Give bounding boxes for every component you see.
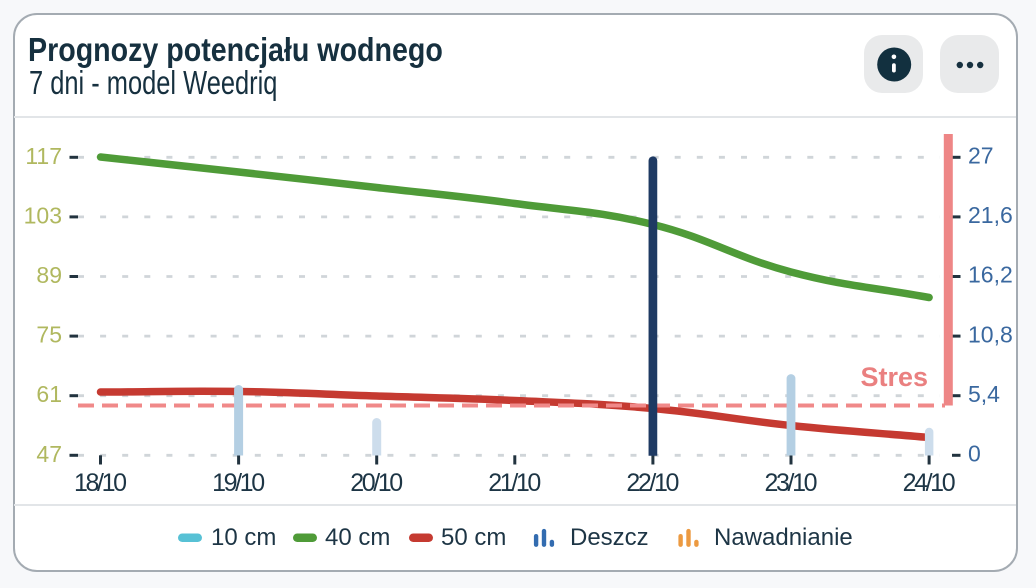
svg-text:20/10: 20/10 xyxy=(350,469,403,497)
svg-text:10,8: 10,8 xyxy=(968,321,1013,347)
svg-text:24/10: 24/10 xyxy=(903,469,956,497)
svg-text:21/10: 21/10 xyxy=(488,469,541,497)
svg-text:117: 117 xyxy=(25,143,62,169)
svg-text:19/10: 19/10 xyxy=(212,469,265,497)
svg-text:Stres: Stres xyxy=(860,362,928,392)
svg-text:75: 75 xyxy=(36,322,62,348)
svg-text:89: 89 xyxy=(36,262,62,288)
svg-text:16,2: 16,2 xyxy=(968,262,1013,288)
svg-text:27: 27 xyxy=(968,143,994,169)
svg-text:47: 47 xyxy=(36,441,62,467)
svg-text:103: 103 xyxy=(24,202,62,228)
svg-text:22/10: 22/10 xyxy=(626,469,679,497)
svg-text:61: 61 xyxy=(36,381,62,407)
svg-text:21,6: 21,6 xyxy=(968,202,1013,228)
svg-text:5,4: 5,4 xyxy=(968,381,1000,407)
svg-text:0: 0 xyxy=(968,441,981,467)
svg-text:23/10: 23/10 xyxy=(765,469,818,497)
svg-text:18/10: 18/10 xyxy=(74,469,127,497)
